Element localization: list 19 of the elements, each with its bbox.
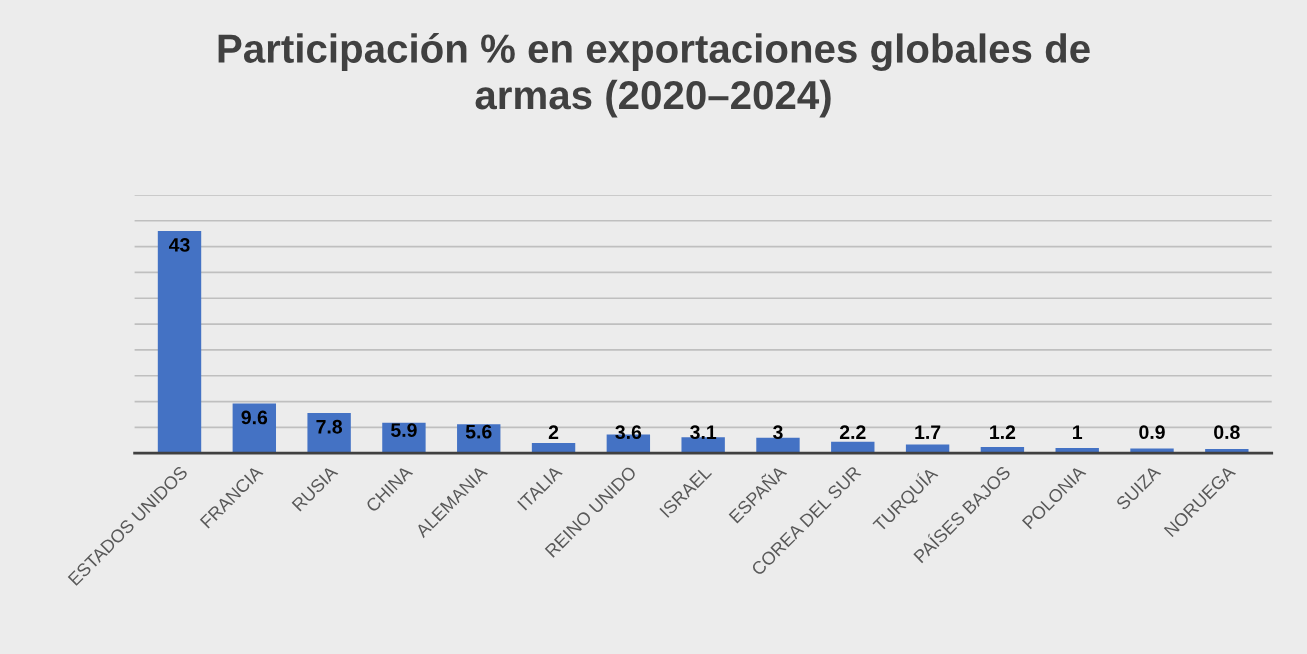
data-label: 2 [548, 425, 559, 439]
data-label: 2.2 [839, 425, 866, 439]
chart-title: Participación % en exportaciones globales de armas (2020–2024) [218, 33, 1090, 118]
bar [756, 437, 800, 454]
data-label: 1 [1073, 425, 1083, 439]
data-label: 43 [168, 238, 190, 252]
data-label: 7.8 [316, 419, 343, 434]
data-label: 5.9 [391, 423, 417, 437]
data-label: 9.6 [241, 410, 268, 425]
data-label: 1.7 [915, 425, 941, 439]
bar [905, 444, 950, 454]
data-label: 3.1 [690, 425, 717, 440]
data-label: 1.2 [990, 425, 1016, 439]
data-label: 3 [773, 425, 783, 440]
bar [307, 412, 351, 454]
data-label: 0.9 [1139, 425, 1165, 440]
data-label: 5.6 [465, 424, 492, 439]
bar [157, 231, 202, 454]
data-label: 0.8 [1214, 425, 1240, 440]
